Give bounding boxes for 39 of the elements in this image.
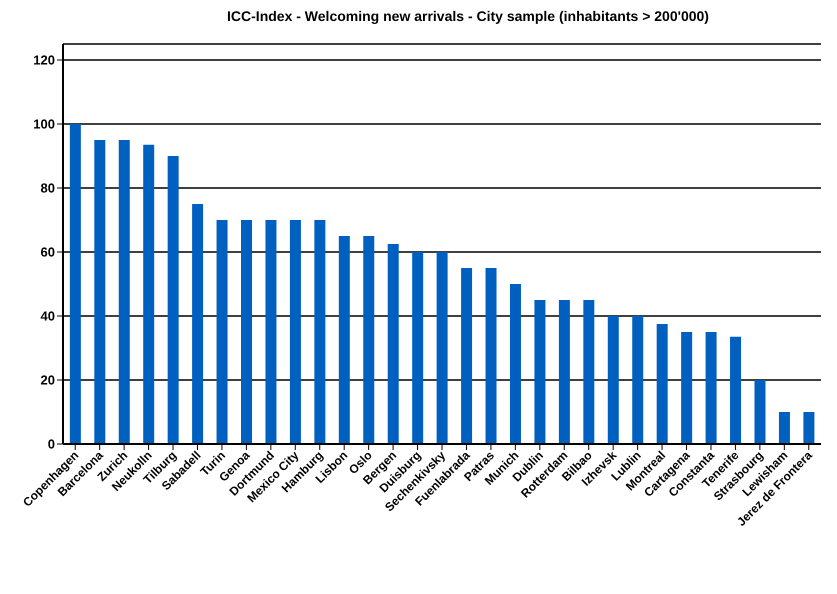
y-tick-label: 120 [33, 52, 55, 68]
bar [192, 204, 204, 444]
bar [608, 316, 619, 444]
bar [412, 252, 424, 444]
y-tick-label: 0 [48, 436, 55, 452]
bar [388, 244, 399, 444]
bar [314, 220, 326, 444]
bar [338, 236, 350, 444]
bar [681, 332, 692, 444]
y-tick-label: 100 [33, 116, 55, 132]
bar [241, 220, 252, 444]
bar [778, 412, 790, 444]
bar [656, 324, 668, 444]
bar [510, 284, 521, 444]
bar [730, 336, 742, 444]
bar [168, 156, 179, 444]
bar [583, 300, 594, 444]
bar [290, 220, 301, 444]
bar [754, 380, 766, 444]
bar [803, 412, 814, 444]
bar [558, 300, 570, 444]
chart-title: ICC-Index - Welcoming new arrivals - City sample (inhabitants > 200'000) [226, 8, 710, 24]
y-tick-label: 80 [40, 180, 55, 196]
bar [216, 220, 228, 444]
bar [265, 220, 276, 444]
bar [461, 268, 472, 444]
y-tick-label: 20 [40, 372, 55, 388]
y-tick-label: 40 [40, 308, 55, 324]
bar [363, 236, 374, 444]
y-tick-label: 60 [40, 244, 55, 260]
bar [70, 124, 81, 444]
bar [706, 332, 717, 444]
bar [632, 316, 644, 444]
bar [534, 300, 546, 444]
bar [143, 144, 154, 444]
bar [436, 252, 448, 444]
bar [94, 140, 106, 444]
bar [486, 268, 497, 444]
bar [118, 140, 130, 444]
